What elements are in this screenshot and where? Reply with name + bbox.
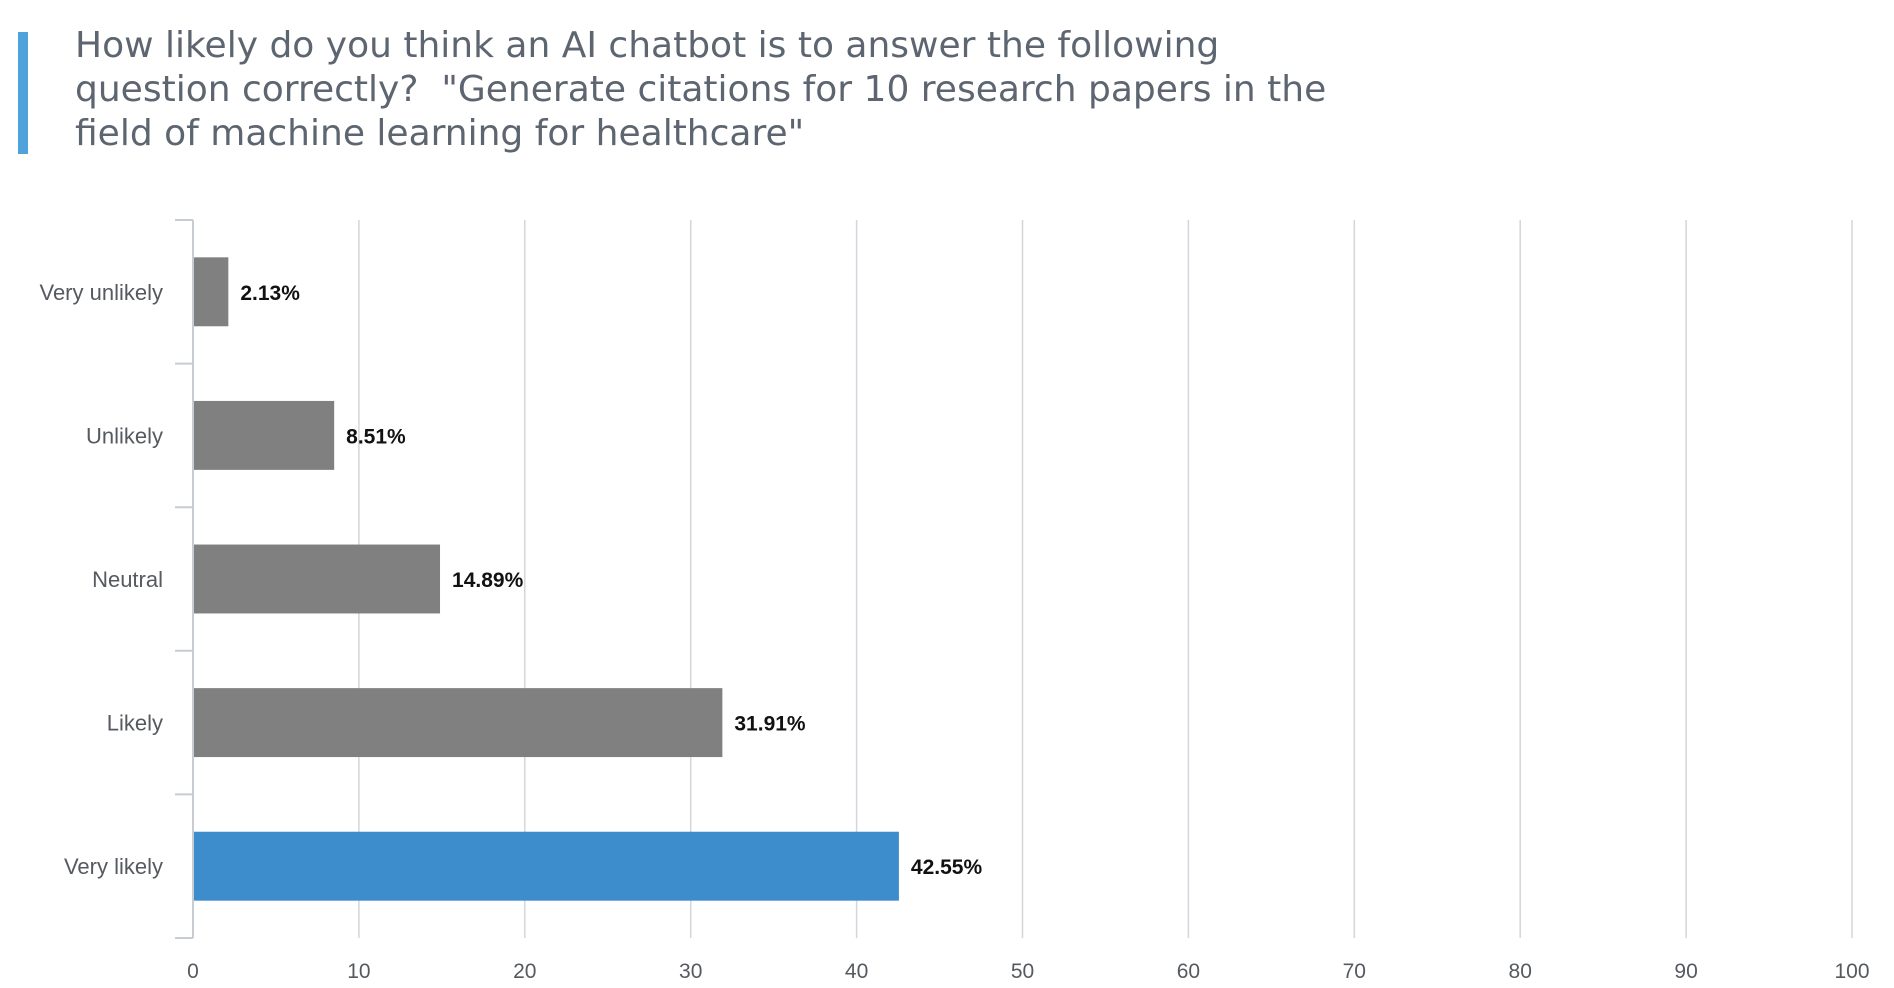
data-label: 14.89% xyxy=(452,569,524,592)
category-label: Neutral xyxy=(92,567,163,592)
x-tick-label: 80 xyxy=(1509,960,1532,983)
x-tick-label: 20 xyxy=(513,960,536,983)
x-tick-label: 70 xyxy=(1343,960,1366,983)
x-tick-label: 60 xyxy=(1177,960,1200,983)
bar-unlikely xyxy=(194,400,335,470)
bar-neutral xyxy=(194,544,441,614)
x-axis-ticks: 0 10 20 30 40 50 60 70 80 90 100 xyxy=(187,960,1869,983)
data-labels: 2.13% 8.51% 14.89% 31.91% 42.55% xyxy=(240,282,982,879)
x-tick-label: 90 xyxy=(1674,960,1697,983)
bar-likely xyxy=(194,688,723,758)
category-label: Very likely xyxy=(64,854,163,879)
category-label: Likely xyxy=(107,711,163,736)
x-tick-label: 50 xyxy=(1011,960,1034,983)
bars xyxy=(194,257,899,901)
bar-very-likely xyxy=(194,831,899,901)
gridlines xyxy=(358,220,1853,938)
chart-title: How likely do you think an AI chatbot is… xyxy=(75,25,1338,154)
data-label: 42.55% xyxy=(911,856,983,879)
x-tick-label: 10 xyxy=(347,960,370,983)
bar-very-unlikely xyxy=(194,257,229,327)
data-label: 2.13% xyxy=(240,282,300,305)
category-label: Unlikely xyxy=(86,423,163,448)
x-tick-label: 40 xyxy=(845,960,868,983)
category-labels: Very unlikely Unlikely Neutral Likely Very l… xyxy=(39,280,163,879)
category-label: Very unlikely xyxy=(39,280,163,305)
data-label: 31.91% xyxy=(734,713,806,736)
x-tick-label: 100 xyxy=(1834,960,1869,983)
x-tick-label: 0 xyxy=(187,960,199,983)
y-axis xyxy=(175,219,194,939)
data-label: 8.51% xyxy=(346,425,406,448)
title-accent-bar xyxy=(18,32,28,154)
x-tick-label: 30 xyxy=(679,960,702,983)
